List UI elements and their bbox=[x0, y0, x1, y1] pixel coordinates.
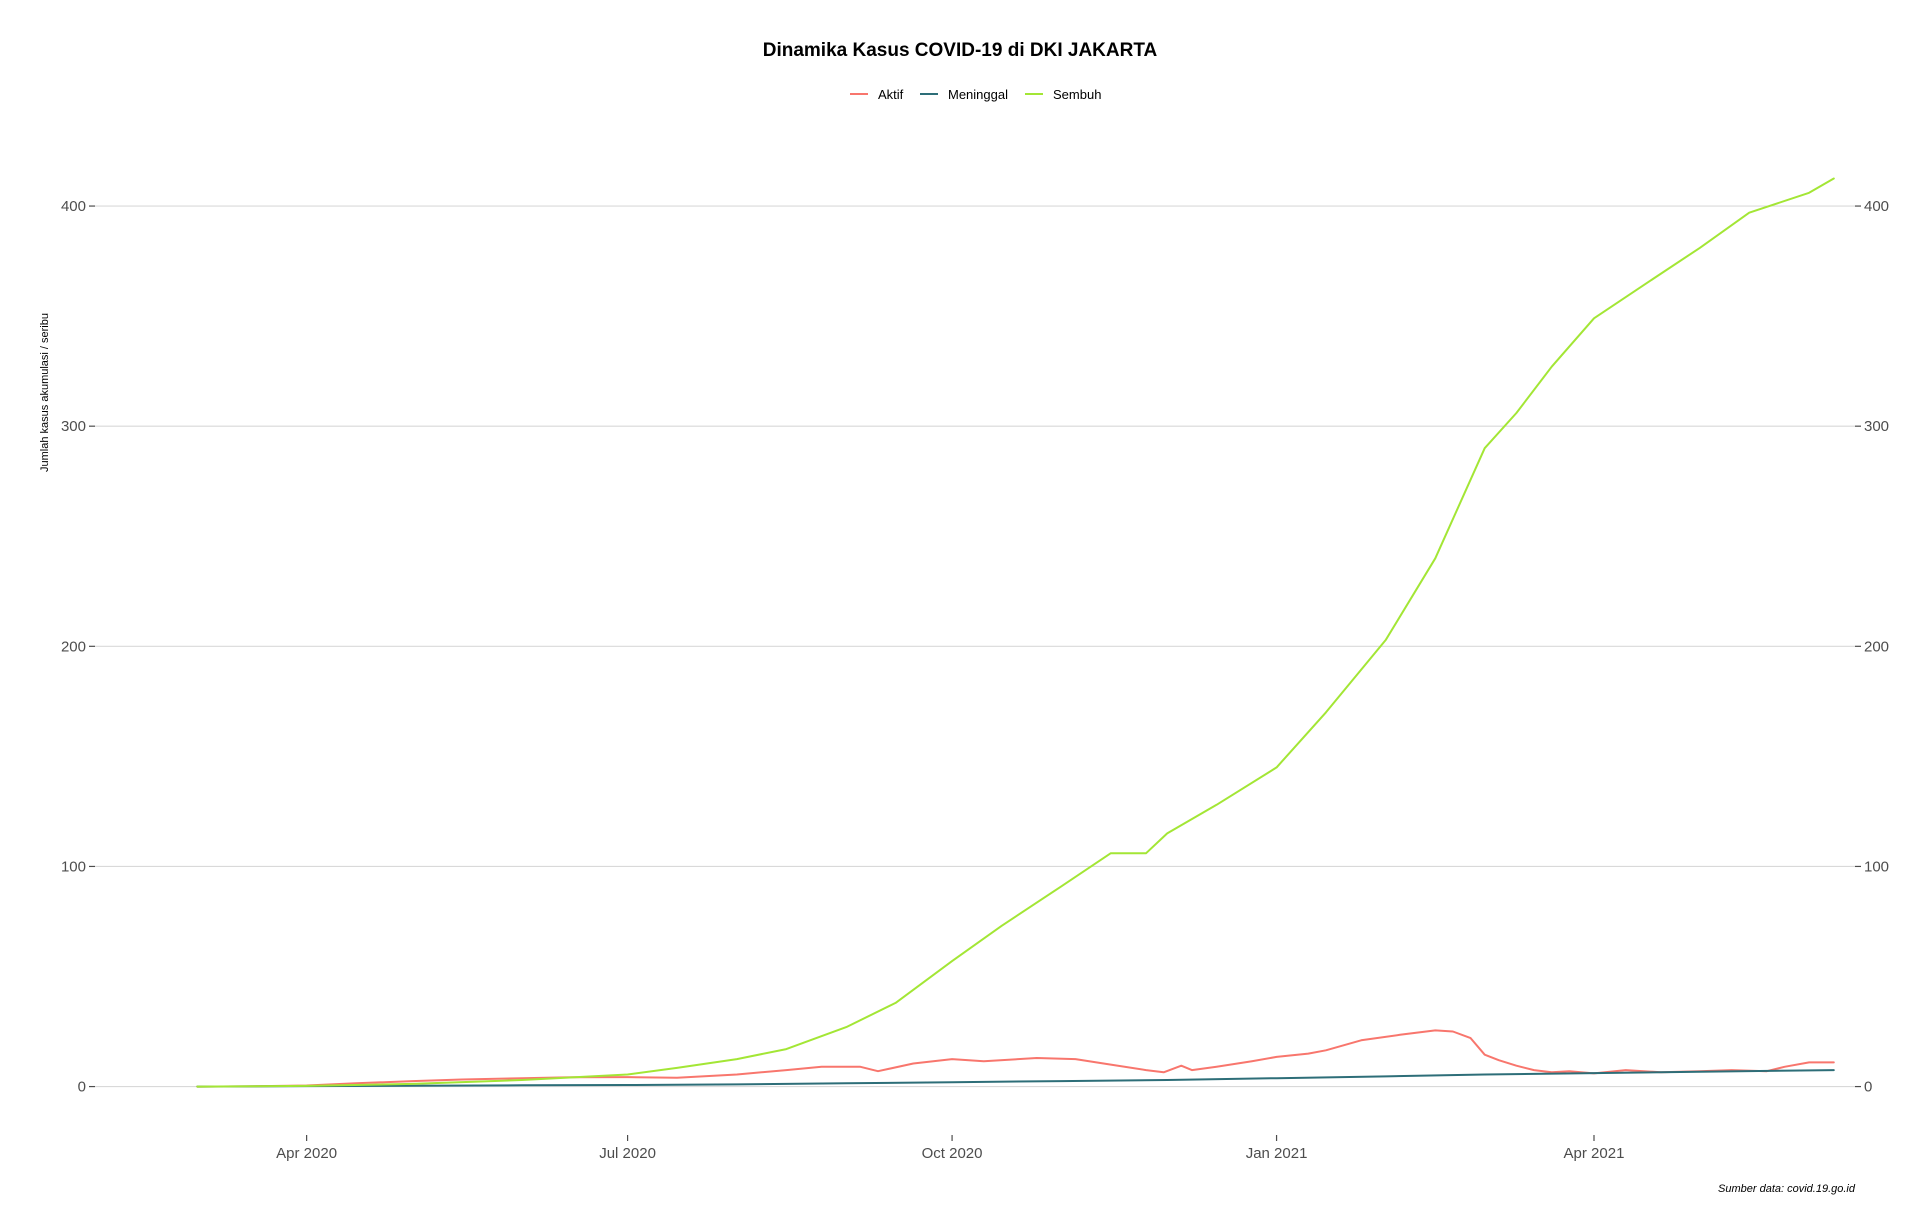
y-tick-label-left: 200 bbox=[61, 638, 86, 655]
series-line-sembuh bbox=[196, 177, 1835, 1088]
y-tick-label-left: 0 bbox=[78, 1079, 86, 1096]
legend: Aktif Meninggal Sembuh bbox=[850, 87, 1101, 102]
y-axis-label: Jumlah kasus akumulasi / seribu bbox=[39, 313, 51, 472]
series-lines bbox=[196, 177, 1835, 1088]
x-tick-label: Oct 2020 bbox=[922, 1145, 983, 1162]
y-tick-label-right: 0 bbox=[1864, 1079, 1872, 1096]
y-tick-label-right: 300 bbox=[1864, 418, 1889, 435]
legend-label-sembuh: Sembuh bbox=[1053, 87, 1101, 102]
legend-label-meninggal: Meninggal bbox=[948, 87, 1008, 102]
x-tick-label: Jul 2020 bbox=[599, 1145, 656, 1162]
y-axis-right: 0 100 200 300 400 bbox=[1855, 198, 1889, 1096]
y-axis-left: 0 100 200 300 400 bbox=[61, 198, 95, 1096]
y-tick-label-right: 200 bbox=[1864, 638, 1889, 655]
y-tick-label-left: 400 bbox=[61, 198, 86, 215]
source-caption: Sumber data: covid.19.go.id bbox=[1718, 1183, 1856, 1195]
x-tick-label: Apr 2021 bbox=[1564, 1145, 1625, 1162]
y-tick-label-right: 100 bbox=[1864, 858, 1889, 875]
gridlines bbox=[95, 205, 1855, 1088]
legend-label-aktif: Aktif bbox=[878, 87, 904, 102]
x-axis: Apr 2020 Jul 2020 Oct 2020 Jan 2021 Apr 2021 bbox=[276, 1135, 1624, 1162]
x-tick-label: Jan 2021 bbox=[1246, 1145, 1308, 1162]
y-tick-label-right: 400 bbox=[1864, 198, 1889, 215]
series-line-meninggal bbox=[196, 1069, 1835, 1088]
y-tick-label-left: 100 bbox=[61, 858, 86, 875]
chart-title: Dinamika Kasus COVID-19 di DKI JAKARTA bbox=[763, 40, 1158, 61]
y-tick-label-left: 300 bbox=[61, 418, 86, 435]
series-line-aktif bbox=[196, 1029, 1835, 1088]
x-tick-label: Apr 2020 bbox=[276, 1145, 337, 1162]
